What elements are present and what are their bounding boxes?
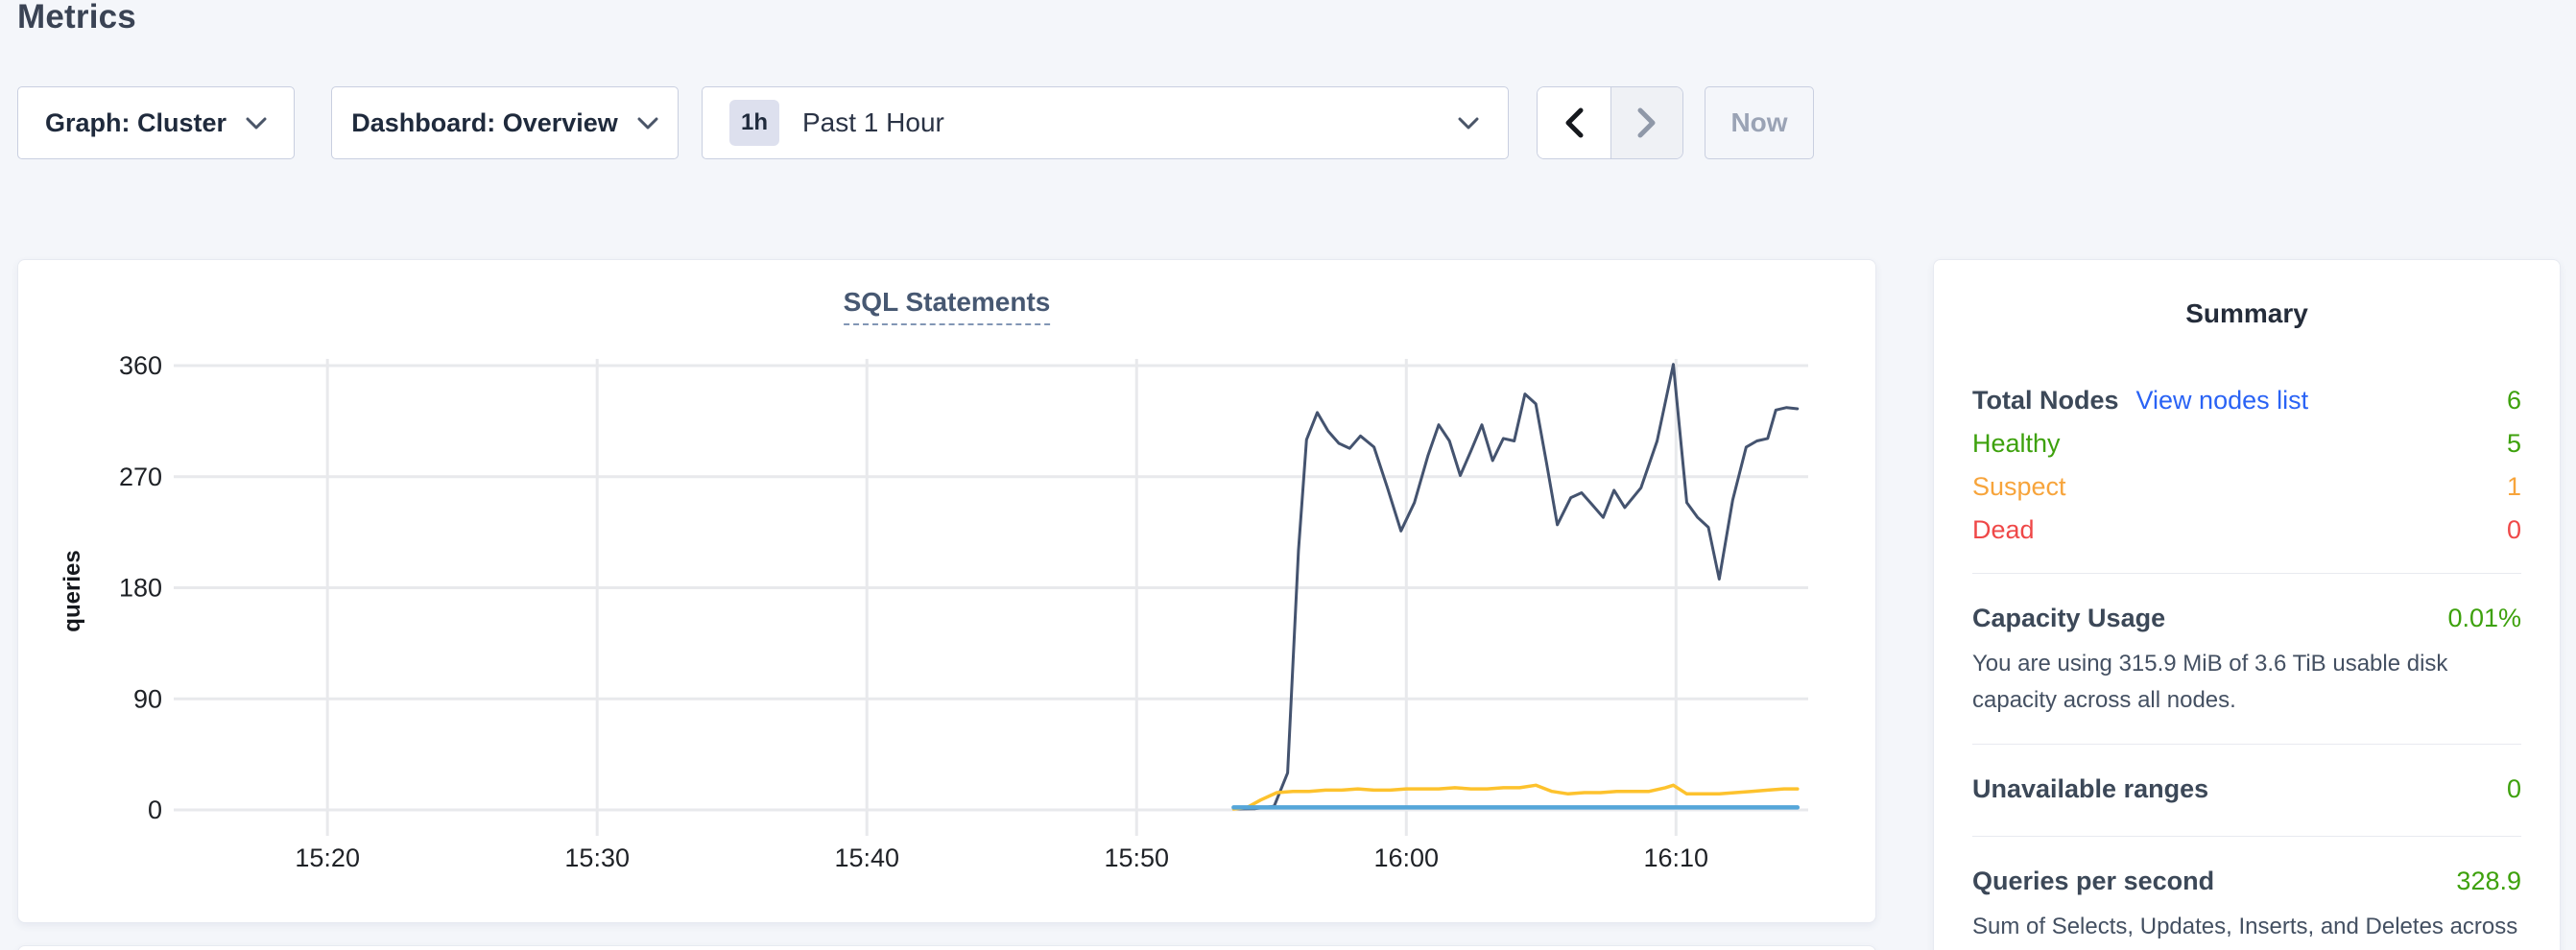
dead-label: Dead: [1972, 515, 2035, 544]
queries-per-second-value: 328.9: [2456, 867, 2521, 895]
total-nodes-label: Total Nodes: [1972, 386, 2119, 415]
unavailable-ranges-value: 0: [2506, 774, 2521, 803]
chart-title[interactable]: SQL Statements: [843, 287, 1051, 325]
time-range-label: Past 1 Hour: [802, 107, 944, 137]
suspect-value: 1: [2506, 472, 2521, 501]
sql-statements-chart[interactable]: 15:20 15:30 15:40 15:50 16:00 16:10 0 90 180 270 3…: [18, 260, 1877, 924]
total-nodes-value: 6: [2506, 386, 2521, 415]
y-tick-label: 270: [119, 463, 162, 491]
series-navy: [1231, 363, 1800, 811]
chevron-down-icon: [1458, 117, 1479, 129]
chevron-right-icon: [1637, 107, 1656, 138]
next-chart-card: [17, 945, 1876, 950]
capacity-usage-label: Capacity Usage: [1972, 604, 2166, 632]
unavailable-ranges-section: Unavailable ranges 0: [1972, 764, 2521, 817]
node-status-section: Total Nodes View nodes list 6 Healthy 5 …: [1972, 379, 2521, 552]
time-range-selector[interactable]: 1h Past 1 Hour: [702, 86, 1509, 159]
prev-time-button[interactable]: [1538, 87, 1610, 158]
capacity-usage-description: You are using 315.9 MiB of 3.6 TiB usabl…: [1972, 651, 2448, 713]
chevron-left-icon: [1565, 107, 1584, 138]
summary-title: Summary: [2185, 298, 2308, 328]
capacity-usage-section: Capacity Usage 0.01% You are using 315.9…: [1972, 593, 2521, 724]
x-tick-label: 15:30: [564, 843, 630, 872]
dashboard-dropdown[interactable]: Dashboard: Overview: [331, 86, 679, 159]
y-tick-label: 0: [148, 796, 162, 824]
unavailable-ranges-label: Unavailable ranges: [1972, 774, 2209, 803]
chevron-down-icon: [637, 117, 658, 129]
x-tick-label: 15:20: [295, 843, 360, 872]
x-tick-label: 15:50: [1104, 843, 1169, 872]
queries-per-second-label: Queries per second: [1972, 867, 2215, 895]
capacity-usage-value: 0.01%: [2447, 604, 2521, 632]
queries-per-second-section: Queries per second 328.9 Sum of Selects,…: [1972, 856, 2521, 950]
divider: [1972, 573, 2521, 574]
dashboard-dropdown-label: Dashboard: Overview: [351, 107, 618, 137]
healthy-nodes-row: Healthy 5: [1972, 422, 2521, 465]
dead-nodes-row: Dead 0: [1972, 509, 2521, 552]
x-tick-label: 15:40: [834, 843, 899, 872]
y-tick-label: 180: [119, 574, 162, 603]
chevron-down-icon: [246, 117, 267, 129]
series-yellow: [1231, 783, 1800, 811]
suspect-label: Suspect: [1972, 472, 2066, 501]
healthy-value: 5: [2506, 429, 2521, 458]
y-tick-label: 360: [119, 351, 162, 380]
queries-per-second-description: Sum of Selects, Updates, Inserts, and De…: [1972, 914, 2518, 939]
total-nodes-row: Total Nodes View nodes list 6: [1972, 379, 2521, 422]
unavailable-ranges-row: Unavailable ranges 0: [1972, 768, 2521, 811]
now-button[interactable]: Now: [1705, 86, 1814, 159]
divider: [1972, 744, 2521, 745]
queries-per-second-row: Queries per second 328.9: [1972, 860, 2521, 903]
graph-dropdown[interactable]: Graph: Cluster: [17, 86, 295, 159]
view-nodes-list-link[interactable]: View nodes list: [2135, 386, 2309, 415]
summary-panel: Summary Total Nodes View nodes list 6 He…: [1933, 259, 2561, 950]
capacity-usage-row: Capacity Usage 0.01%: [1972, 597, 2521, 640]
x-tick-label: 16:10: [1644, 843, 1709, 872]
x-tick-label: 16:00: [1373, 843, 1439, 872]
y-tick-label: 90: [133, 684, 162, 713]
sql-statements-chart-card: SQL Statements 15:20 15:30 15:40 15:50 16:00…: [17, 259, 1876, 923]
next-time-button[interactable]: [1610, 87, 1682, 158]
graph-dropdown-label: Graph: Cluster: [44, 107, 227, 137]
suspect-nodes-row: Suspect 1: [1972, 465, 2521, 509]
page-title: Metrics: [17, 0, 136, 36]
y-axis-label: queries: [60, 550, 85, 631]
divider: [1972, 836, 2521, 837]
time-pager: [1537, 86, 1683, 159]
healthy-label: Healthy: [1972, 429, 2061, 458]
time-range-badge: 1h: [729, 100, 779, 146]
dead-value: 0: [2506, 515, 2521, 544]
